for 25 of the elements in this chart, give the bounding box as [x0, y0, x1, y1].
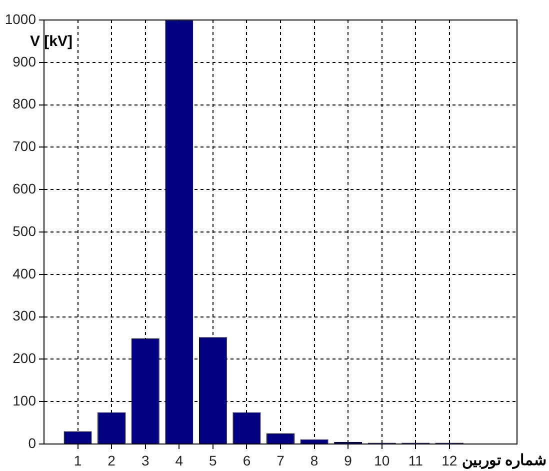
x-tick-label: 12: [442, 452, 458, 468]
x-tick-label: 7: [276, 452, 285, 468]
x-tick-label: 4: [175, 452, 184, 468]
x-tick-label: 10: [374, 452, 390, 468]
y-axis-title: V [kV]: [30, 33, 73, 50]
x-tick-label: 2: [108, 452, 116, 468]
x-tick-label: 1: [74, 452, 82, 468]
y-tick-label: 700: [12, 138, 36, 154]
y-tick-label: 800: [12, 96, 36, 112]
y-tick-label: 0: [28, 434, 36, 451]
y-tick-label: 300: [12, 308, 36, 324]
x-tick-label: 11: [408, 452, 424, 468]
x-tick-label: 9: [344, 452, 352, 468]
y-tick-label: 500: [12, 222, 36, 239]
y-tick-label: 400: [12, 265, 36, 282]
y-tick-label: 100: [12, 392, 36, 408]
y-tick-label: 600: [12, 180, 36, 196]
y-tick-label: 200: [12, 350, 36, 366]
x-tick-label: 5: [209, 452, 218, 468]
x-tick-label: 8: [310, 452, 318, 468]
x-axis-title: شماره توربین: [462, 452, 547, 470]
x-tick-label: 6: [242, 452, 251, 468]
x-tick-label: 3: [141, 452, 150, 468]
y-tick-label: 1000: [4, 10, 36, 27]
y-tick-label: 900: [12, 53, 36, 70]
